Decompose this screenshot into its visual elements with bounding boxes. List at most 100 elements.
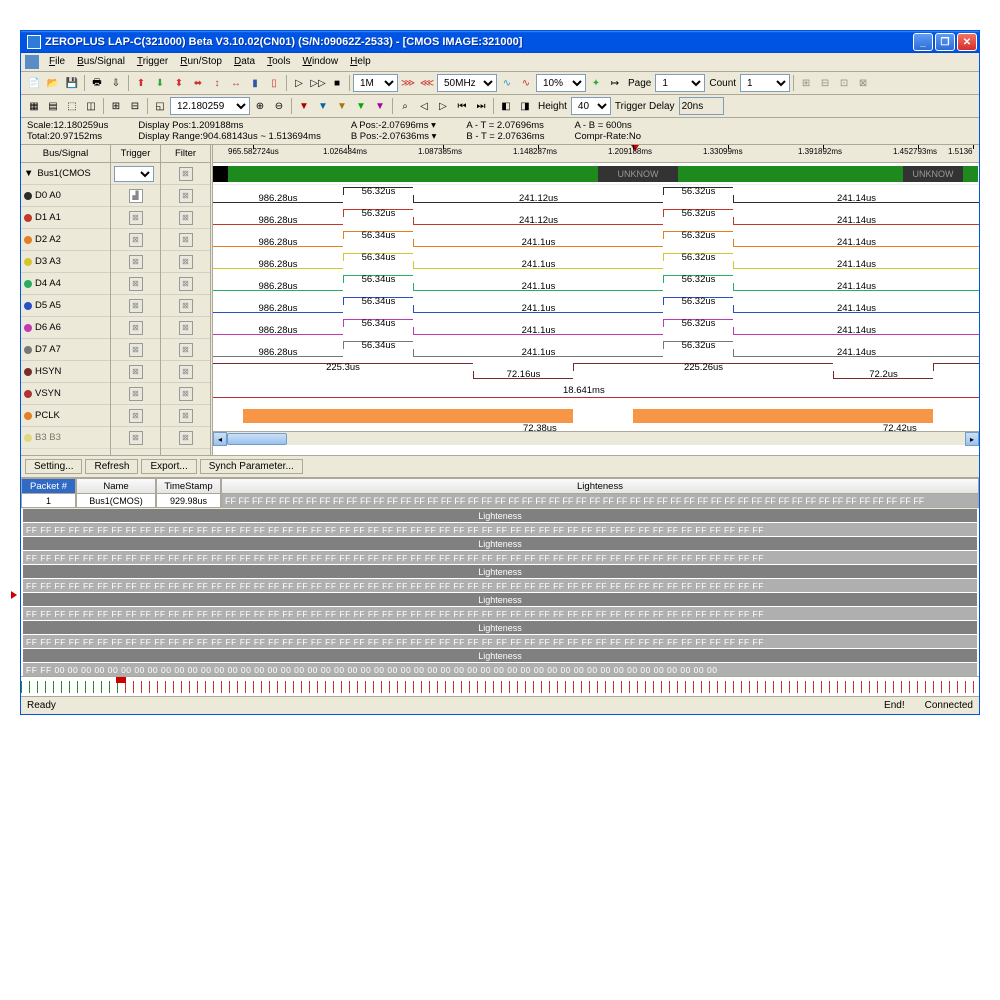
menu-file[interactable]: File [43,55,71,69]
g4-icon[interactable]: ⊠ [854,74,872,92]
trigger-cell[interactable]: ⊠ [111,295,160,317]
scale-input[interactable]: 12.180259 [170,97,250,115]
menu-run-stop[interactable]: Run/Stop [174,55,228,69]
next-icon[interactable]: ▷ [434,97,452,115]
scroll-right-button[interactable]: ▸ [965,432,979,446]
signal-D6-A6[interactable]: D6 A6 [21,317,110,339]
height-select[interactable]: 40 [571,97,611,115]
signal-D7-A7[interactable]: D7 A7 [21,339,110,361]
marker1-icon[interactable]: ▼ [295,97,313,115]
t7-icon[interactable]: ▮ [246,74,264,92]
c1-icon[interactable]: ◧ [497,97,515,115]
trigger-cell[interactable]: ⊠ [111,229,160,251]
last-icon[interactable]: ⏭ [472,97,490,115]
title-bar[interactable]: ZEROPLUS LAP-C(321000) Beta V3.10.02(CN0… [21,31,979,53]
filter-cell[interactable]: ⊠ [161,405,210,427]
packet-row[interactable]: 1 Bus1(CMOS) 929.98us FF FF FF FF FF FF … [21,494,979,508]
filter-cell[interactable]: ⊠ [161,427,210,449]
count-select[interactable]: 1 [740,74,790,92]
signal-D3-A3[interactable]: D3 A3 [21,251,110,273]
packet-light-header[interactable]: Lighteness [221,478,979,494]
d2-icon[interactable]: ⋘ [418,74,436,92]
trigger-cell[interactable]: ⊠ [111,207,160,229]
export-icon[interactable]: ⇩ [107,74,125,92]
signal-B3-B3[interactable]: B3 B3 [21,427,110,449]
depth-select[interactable]: 1M [353,74,398,92]
menu-window[interactable]: Window [296,55,344,69]
f2-icon[interactable]: ∿ [517,74,535,92]
trigger-cell[interactable]: ⊠ [111,339,160,361]
menu-data[interactable]: Data [228,55,261,69]
marker4-icon[interactable]: ▼ [352,97,370,115]
marker3-icon[interactable]: ▼ [333,97,351,115]
lower-btn-export[interactable]: Export... [141,459,196,474]
b4-icon[interactable]: ◫ [82,97,100,115]
t2-icon[interactable]: ⬇ [151,74,169,92]
scroll-thumb[interactable] [227,433,287,445]
filter-cell[interactable]: ⊠ [161,229,210,251]
menu-help[interactable]: Help [344,55,377,69]
trigger-cell[interactable]: ▟ [111,185,160,207]
signal-D0-A0[interactable]: D0 A0 [21,185,110,207]
trigger-cell[interactable]: ⊠ [111,273,160,295]
t5-icon[interactable]: ↕ [208,74,226,92]
first-icon[interactable]: ⏮ [453,97,471,115]
b8-icon[interactable]: ⊕ [251,97,269,115]
t8-icon[interactable]: ▯ [265,74,283,92]
signal-D2-A2[interactable]: D2 A2 [21,229,110,251]
signal-VSYN[interactable]: VSYN [21,383,110,405]
t1-icon[interactable]: ⬆ [132,74,150,92]
print-icon[interactable]: 🖶 [88,74,106,92]
t6-icon[interactable]: ↔ [227,74,245,92]
freq-select[interactable]: 50MHz [437,74,497,92]
b3-icon[interactable]: ⬚ [63,97,81,115]
filter-cell[interactable]: ⊠ [161,361,210,383]
g3-icon[interactable]: ⊡ [835,74,853,92]
z2-icon[interactable]: ↦ [606,74,624,92]
g2-icon[interactable]: ⊟ [816,74,834,92]
packet-ts-header[interactable]: TimeStamp [156,478,221,494]
open-icon[interactable]: 📂 [44,74,62,92]
lower-btn-setting[interactable]: Setting... [25,459,82,474]
minimap[interactable] [21,676,979,696]
b1-icon[interactable]: ▦ [25,97,43,115]
filter-cell[interactable]: ⊠ [161,207,210,229]
b5-icon[interactable]: ⊞ [107,97,125,115]
signal-HSYN[interactable]: HSYN [21,361,110,383]
trigger-cell[interactable]: ⊠ [111,427,160,449]
horizontal-scrollbar[interactable]: ◂ ▸ [213,431,979,445]
g1-icon[interactable]: ⊞ [797,74,815,92]
b6-icon[interactable]: ⊟ [126,97,144,115]
play-icon[interactable]: ▷ [290,74,308,92]
b9-icon[interactable]: ⊖ [270,97,288,115]
packet-num-header[interactable]: Packet # [21,478,76,494]
trigger-cell[interactable]: ⊠ [111,361,160,383]
menu-tools[interactable]: Tools [261,55,296,69]
signal-Bus1-CMOS[interactable]: ▼Bus1(CMOS [21,163,110,185]
filter-cell[interactable]: ⊠ [161,251,210,273]
filter-cell[interactable]: ⊠ [161,273,210,295]
t4-icon[interactable]: ⬌ [189,74,207,92]
filter-cell[interactable]: ⊠ [161,317,210,339]
d1-icon[interactable]: ⋙ [399,74,417,92]
find-icon[interactable]: ⌕ [396,97,414,115]
marker2-icon[interactable]: ▼ [314,97,332,115]
zoom-select[interactable]: 10% [536,74,586,92]
prev-icon[interactable]: ◁ [415,97,433,115]
scroll-left-button[interactable]: ◂ [213,432,227,446]
filter-cell[interactable]: ⊠ [161,185,210,207]
save-icon[interactable]: 💾 [63,74,81,92]
close-button[interactable]: ✕ [957,33,977,51]
minimize-button[interactable]: _ [913,33,933,51]
maximize-button[interactable]: ❐ [935,33,955,51]
signal-D1-A1[interactable]: D1 A1 [21,207,110,229]
menu-trigger[interactable]: Trigger [131,55,174,69]
marker5-icon[interactable]: ▼ [371,97,389,115]
t3-icon[interactable]: ⬍ [170,74,188,92]
b2-icon[interactable]: ▤ [44,97,62,115]
waveform-area[interactable]: 965.582724us1.026484ms1.087385ms1.148287… [213,145,979,455]
f1-icon[interactable]: ∿ [498,74,516,92]
signal-D4-A4[interactable]: D4 A4 [21,273,110,295]
trigger-cell[interactable] [111,163,160,185]
new-icon[interactable]: 📄 [25,74,43,92]
